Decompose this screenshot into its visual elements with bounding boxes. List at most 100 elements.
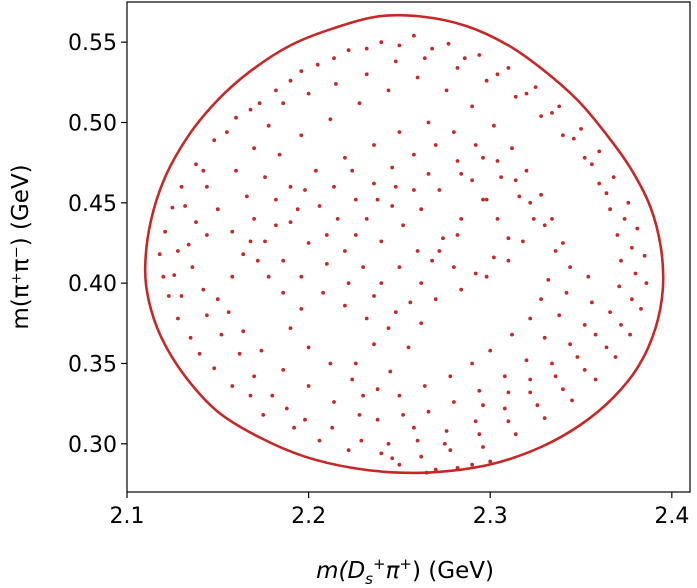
data-point: [205, 184, 209, 189]
data-point: [183, 204, 188, 208]
data-point: [430, 46, 434, 51]
data-point: [379, 451, 384, 456]
data-point: [288, 326, 293, 330]
data-point: [166, 294, 171, 298]
data-point: [330, 425, 335, 430]
data-point: [470, 104, 474, 109]
data-point: [335, 217, 340, 221]
data-point: [266, 274, 271, 279]
data-point: [608, 310, 612, 314]
data-point: [477, 432, 482, 437]
data-point: [270, 393, 275, 398]
data-point: [528, 390, 533, 395]
data-point: [176, 249, 180, 253]
data-point: [422, 56, 427, 61]
data-point: [408, 300, 413, 305]
data-point: [473, 271, 478, 276]
data-point: [488, 348, 493, 353]
data-point: [524, 358, 529, 363]
data-point: [412, 33, 416, 38]
data-point: [353, 233, 358, 237]
data-point: [379, 281, 384, 285]
data-point: [575, 355, 580, 359]
y-tick-label: 0.40: [68, 272, 117, 297]
data-point: [433, 297, 438, 302]
data-point: [328, 361, 333, 366]
data-point: [219, 332, 224, 337]
data-point: [346, 448, 351, 453]
data-point: [455, 159, 460, 163]
data-point: [444, 88, 449, 93]
data-point: [306, 384, 311, 388]
data-point: [375, 387, 380, 392]
data-point: [459, 287, 464, 292]
data-point: [553, 374, 558, 379]
data-point: [190, 265, 195, 269]
data-point: [234, 115, 238, 120]
data-point: [419, 454, 424, 459]
data-point: [430, 258, 434, 263]
data-point: [401, 413, 405, 417]
data-point: [393, 310, 398, 314]
data-point: [452, 130, 456, 135]
data-point: [590, 162, 594, 167]
data-point: [288, 78, 293, 83]
data-point: [546, 278, 551, 282]
data-point: [557, 104, 562, 109]
data-point: [481, 155, 485, 160]
data-point: [332, 56, 336, 61]
plot-frame: [126, 1, 691, 493]
data-point: [346, 48, 351, 53]
data-point: [172, 273, 177, 277]
data-point: [390, 165, 395, 170]
data-point: [477, 388, 482, 393]
data-point: [364, 217, 369, 221]
y-axis: 0.30 0.35 0.40 0.45 0.50 0.55: [68, 31, 127, 458]
x-axis-label: m(Ds+π+) (GeV): [316, 555, 494, 588]
data-point: [539, 297, 543, 302]
data-point: [332, 400, 336, 404]
data-point: [201, 287, 206, 292]
data-point: [531, 217, 536, 221]
data-point: [437, 249, 442, 253]
x-tick-label: 2.1: [110, 504, 145, 529]
data-point: [248, 239, 253, 244]
data-point: [201, 168, 206, 173]
data-point: [564, 290, 569, 295]
y-tick-label: 0.30: [68, 433, 117, 458]
data-point: [375, 197, 380, 202]
data-point: [248, 107, 253, 112]
data-point: [234, 168, 238, 173]
data-point: [230, 229, 235, 234]
data-point: [386, 88, 391, 93]
data-point: [230, 274, 235, 279]
data-point: [393, 184, 398, 189]
data-point: [188, 335, 193, 340]
data-point: [288, 220, 293, 225]
y-axis-label: m(π⁺π⁻) (GeV): [8, 164, 34, 329]
data-point: [542, 223, 547, 228]
data-point: [274, 197, 278, 202]
data-point: [299, 69, 304, 73]
y-tick-label: 0.35: [68, 352, 117, 377]
data-point: [397, 265, 402, 269]
data-point: [361, 265, 365, 269]
phase-space-boundary: [143, 13, 665, 475]
data-point: [495, 159, 500, 163]
data-point: [263, 239, 267, 244]
data-point: [372, 143, 376, 147]
data-point: [412, 152, 416, 157]
data-point: [597, 149, 602, 154]
data-point: [397, 43, 402, 48]
data-point: [274, 223, 278, 228]
data-point: [484, 274, 489, 279]
data-point: [635, 226, 640, 231]
data-point: [295, 207, 300, 212]
data-point: [364, 46, 369, 51]
y-tick-label: 0.55: [68, 31, 117, 56]
data-point: [586, 274, 591, 279]
data-point: [357, 413, 362, 417]
data-point: [397, 393, 402, 398]
data-point: [357, 101, 362, 106]
data-point: [252, 146, 256, 151]
